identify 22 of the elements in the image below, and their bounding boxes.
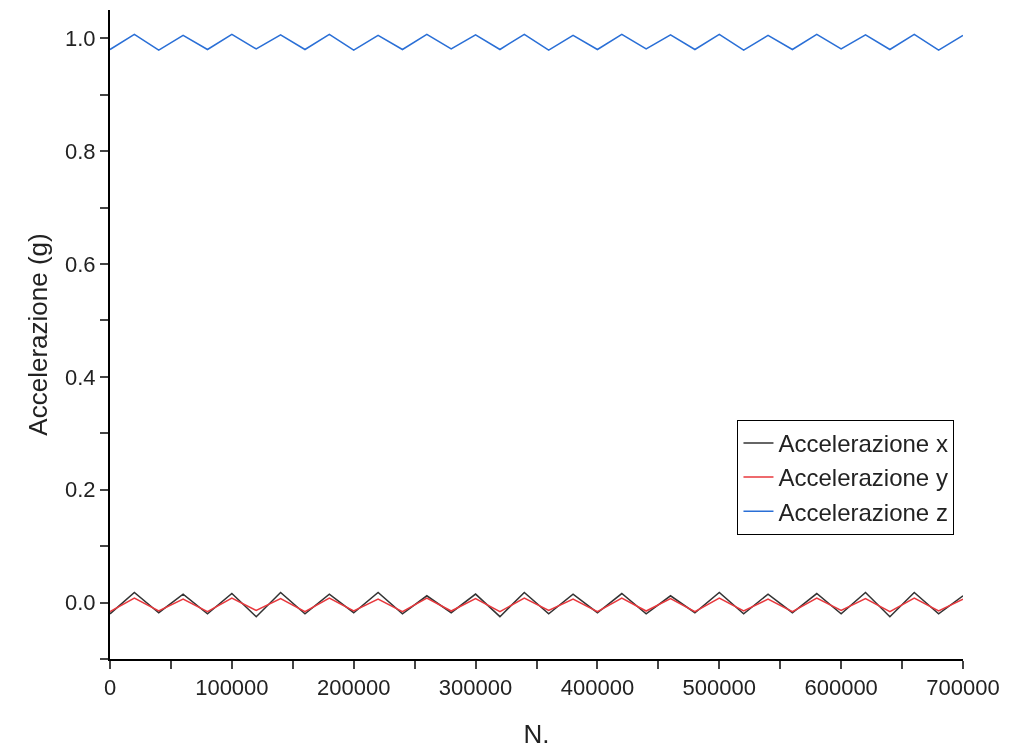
x-tick-label: 400000 (560, 675, 635, 701)
legend-label: Accelerazione z (778, 498, 948, 526)
line-series (110, 597, 963, 613)
x-tick-label: 500000 (682, 675, 756, 701)
y-tick-label: 1.0 (65, 25, 96, 51)
y-tick-label: 0.4 (65, 364, 96, 390)
legend-label: Accelerazione y (778, 464, 948, 492)
line-series (110, 591, 963, 618)
x-axis-title: N. (523, 719, 550, 749)
legend-label: Accelerazione x (778, 430, 948, 458)
x-tick-label: 700000 (926, 675, 1000, 701)
x-tick-label: 200000 (317, 675, 391, 701)
x-tick-label: 300000 (438, 675, 513, 701)
y-tick-label: 0.6 (65, 251, 96, 277)
y-tick-label: 0.8 (65, 138, 96, 164)
y-axis-title: Accelerazione (g) (23, 233, 53, 436)
y-tick-label: 0.0 (65, 590, 96, 616)
x-tick-label: 600000 (804, 675, 878, 701)
x-tick-label: 0 (103, 675, 117, 701)
y-tick-label: 0.2 (65, 477, 96, 503)
line-series (110, 33, 963, 51)
x-tick-label: 100000 (195, 675, 269, 701)
